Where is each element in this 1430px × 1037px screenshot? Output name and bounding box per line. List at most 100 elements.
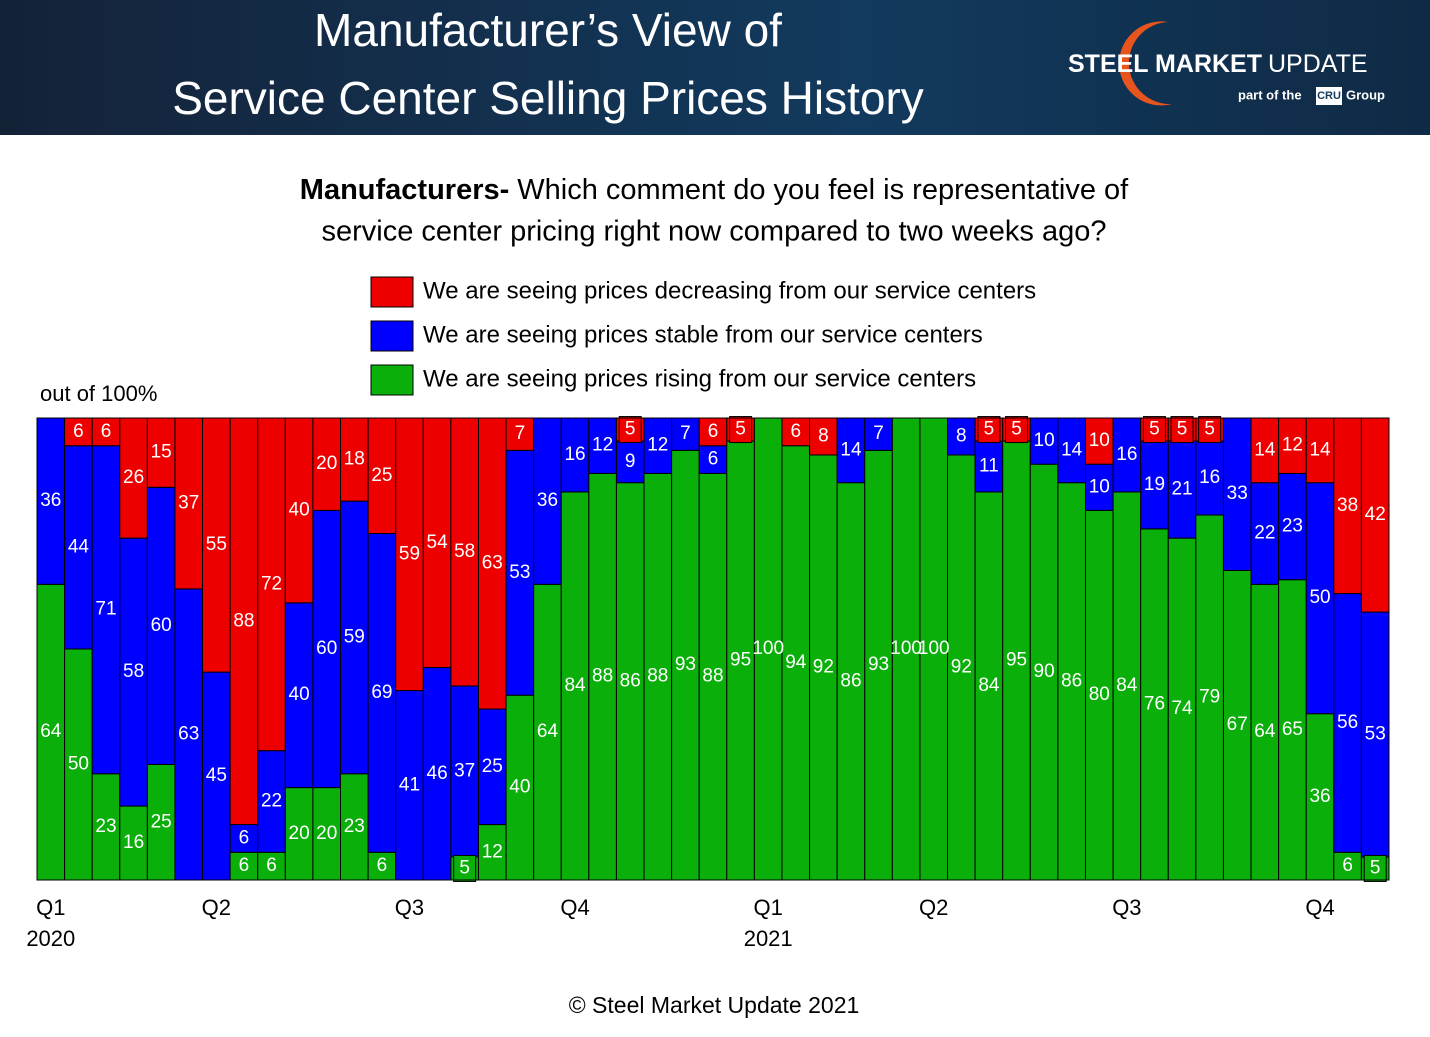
x-tick-label: Q3 xyxy=(1112,895,1141,920)
value-label: 23 xyxy=(1282,516,1303,537)
bar-segment xyxy=(119,537,148,807)
value-label: 64 xyxy=(40,721,62,742)
value-label: 23 xyxy=(95,816,116,837)
bar-segment xyxy=(146,417,176,488)
value-label: 53 xyxy=(1365,723,1386,744)
value-label: 5 xyxy=(625,419,636,440)
bar-segment xyxy=(477,708,507,826)
value-label: 9 xyxy=(625,451,636,472)
x-tick-label-line: 2020 xyxy=(26,926,75,951)
bar-segment xyxy=(146,486,176,765)
value-label: 5 xyxy=(1204,419,1215,440)
bar-segment xyxy=(312,417,342,511)
legend-swatch xyxy=(370,320,414,352)
value-label: 60 xyxy=(316,638,337,659)
bar-segment xyxy=(1029,463,1059,881)
logo-swoosh xyxy=(1119,21,1172,106)
logo-badge xyxy=(1316,87,1342,105)
x-tick-label-line: Q1 xyxy=(754,895,783,920)
value-label: 100 xyxy=(890,638,922,659)
value-label: 25 xyxy=(371,465,392,486)
value-label: 54 xyxy=(427,532,449,553)
value-label: 22 xyxy=(261,790,282,811)
bar-segment xyxy=(202,417,231,673)
value-label: 94 xyxy=(785,652,807,673)
value-label: 36 xyxy=(1309,786,1330,807)
value-label: 23 xyxy=(344,816,365,837)
legend-swatch xyxy=(370,276,414,308)
value-label: 95 xyxy=(730,650,751,671)
value-label: 16 xyxy=(123,832,144,853)
value-label: 12 xyxy=(592,435,613,456)
logo-tag: Group xyxy=(1346,87,1385,102)
bar-segment xyxy=(229,824,259,853)
value-label: 36 xyxy=(40,490,61,511)
bar-segment xyxy=(671,449,700,881)
bar-segment xyxy=(1278,472,1307,581)
x-tick-label: Q3 xyxy=(395,895,424,920)
value-label: 63 xyxy=(482,553,503,574)
value-label: 40 xyxy=(509,777,530,798)
value-label-box xyxy=(729,416,753,444)
value-label-box xyxy=(1363,854,1387,882)
value-label: 41 xyxy=(399,774,420,795)
value-label: 8 xyxy=(818,425,829,446)
value-label: 44 xyxy=(68,536,90,557)
bar-segment xyxy=(560,417,590,493)
value-label: 15 xyxy=(151,442,172,463)
bar-segment xyxy=(284,602,314,789)
value-label-box xyxy=(453,854,477,882)
value-label: 59 xyxy=(344,626,365,647)
value-label: 22 xyxy=(1254,523,1275,544)
value-label: 64 xyxy=(1254,721,1276,742)
x-tick-label: Q2 xyxy=(202,895,231,920)
value-label: 12 xyxy=(482,841,503,862)
legend-label: We are seeing prices decreasing from our… xyxy=(423,277,1036,304)
value-label: 5 xyxy=(1177,419,1188,440)
value-label: 12 xyxy=(1282,435,1303,456)
value-label: 10 xyxy=(1089,476,1110,497)
bar-segment xyxy=(698,472,728,881)
bar-segment xyxy=(1112,417,1142,493)
value-label: 86 xyxy=(1061,670,1082,691)
value-label: 55 xyxy=(206,534,227,555)
value-label: 40 xyxy=(289,499,310,520)
value-label: 6 xyxy=(101,421,112,442)
value-label-box xyxy=(1005,416,1029,444)
value-label: 33 xyxy=(1227,483,1248,504)
bar-segment xyxy=(1222,417,1252,571)
y-axis-label: out of 100% xyxy=(40,381,157,406)
bar-segment xyxy=(1167,440,1197,539)
value-label: 20 xyxy=(316,823,337,844)
value-label: 74 xyxy=(1171,698,1193,719)
bar-segment xyxy=(836,417,866,484)
bar-segment xyxy=(588,417,617,474)
value-label: 7 xyxy=(515,423,526,444)
value-label: 14 xyxy=(1061,439,1083,460)
bar-segment xyxy=(671,417,700,451)
value-label: 26 xyxy=(123,467,144,488)
value-label: 45 xyxy=(206,765,227,786)
value-label: 93 xyxy=(868,654,889,675)
bar-segment xyxy=(726,440,755,881)
bar-segment xyxy=(36,583,66,881)
bar-segment xyxy=(91,417,121,447)
x-tick-label: Q4 xyxy=(560,895,589,920)
bar-segment xyxy=(1084,509,1114,881)
footer: © Steel Market Update 2021 xyxy=(569,992,860,1018)
bar-segment xyxy=(643,417,673,474)
bar-segment xyxy=(395,690,424,881)
bar-segment xyxy=(477,824,507,881)
value-label: 18 xyxy=(344,449,365,470)
value-label: 6 xyxy=(708,449,719,470)
bar-segment xyxy=(1333,417,1362,595)
value-label: 7 xyxy=(873,423,884,444)
value-label: 76 xyxy=(1144,693,1165,714)
bar-segment xyxy=(1250,482,1280,585)
value-label: 58 xyxy=(454,541,475,562)
subtitle: Manufacturers- Which comment do you feel … xyxy=(300,174,1129,206)
value-label: 58 xyxy=(123,661,144,682)
value-label: 67 xyxy=(1227,714,1248,735)
value-label: 10 xyxy=(1034,430,1055,451)
value-label: 95 xyxy=(1006,650,1027,671)
